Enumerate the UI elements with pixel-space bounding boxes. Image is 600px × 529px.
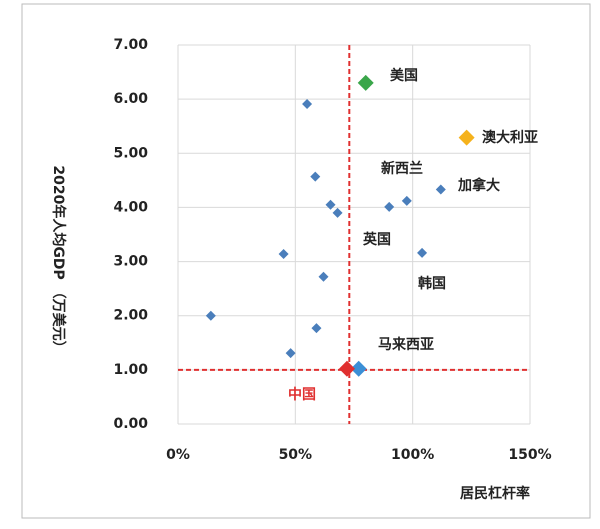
y-tick-label: 5.00 (113, 145, 148, 161)
y-tick-label: 7.00 (113, 37, 148, 53)
x-tick-label: 150% (508, 447, 551, 463)
point (278, 248, 289, 259)
annotation: 加拿大 (457, 177, 500, 194)
y-tick-label: 0.00 (113, 416, 148, 432)
y-tick-label: 3.00 (113, 254, 148, 270)
point (350, 360, 367, 377)
point (205, 310, 216, 321)
y-tick-label: 6.00 (113, 91, 148, 107)
annotation: 中国 (288, 386, 316, 403)
point (302, 99, 313, 110)
x-tick-label: 50% (279, 447, 313, 463)
point (435, 184, 446, 195)
annotation: 马来西亚 (378, 337, 434, 353)
point (357, 74, 374, 91)
y-tick-label: 4.00 (113, 199, 148, 215)
point (311, 323, 322, 334)
point (310, 171, 321, 182)
annotation: 美国 (390, 67, 418, 84)
annotation: 英国 (362, 231, 391, 248)
y-axis-label: 2020年人均GDP （万美元） (50, 165, 67, 354)
point (332, 207, 343, 218)
point (285, 348, 296, 359)
point (318, 271, 329, 282)
point (384, 201, 395, 212)
x-tick-label: 0% (166, 447, 190, 463)
y-tick-label: 1.00 (113, 362, 148, 378)
y-tick-label: 2.00 (113, 308, 148, 324)
frame (21, 3, 591, 519)
x-tick-label: 100% (391, 447, 434, 463)
point (401, 195, 412, 206)
annotation: 澳大利亚 (482, 129, 538, 146)
point (325, 199, 336, 210)
x-axis-label: 居民杠杆率 (460, 485, 530, 502)
annotation: 韩国 (418, 275, 446, 292)
point (338, 360, 355, 377)
point (458, 129, 475, 146)
annotation: 新西兰 (381, 160, 423, 177)
point (417, 247, 428, 258)
